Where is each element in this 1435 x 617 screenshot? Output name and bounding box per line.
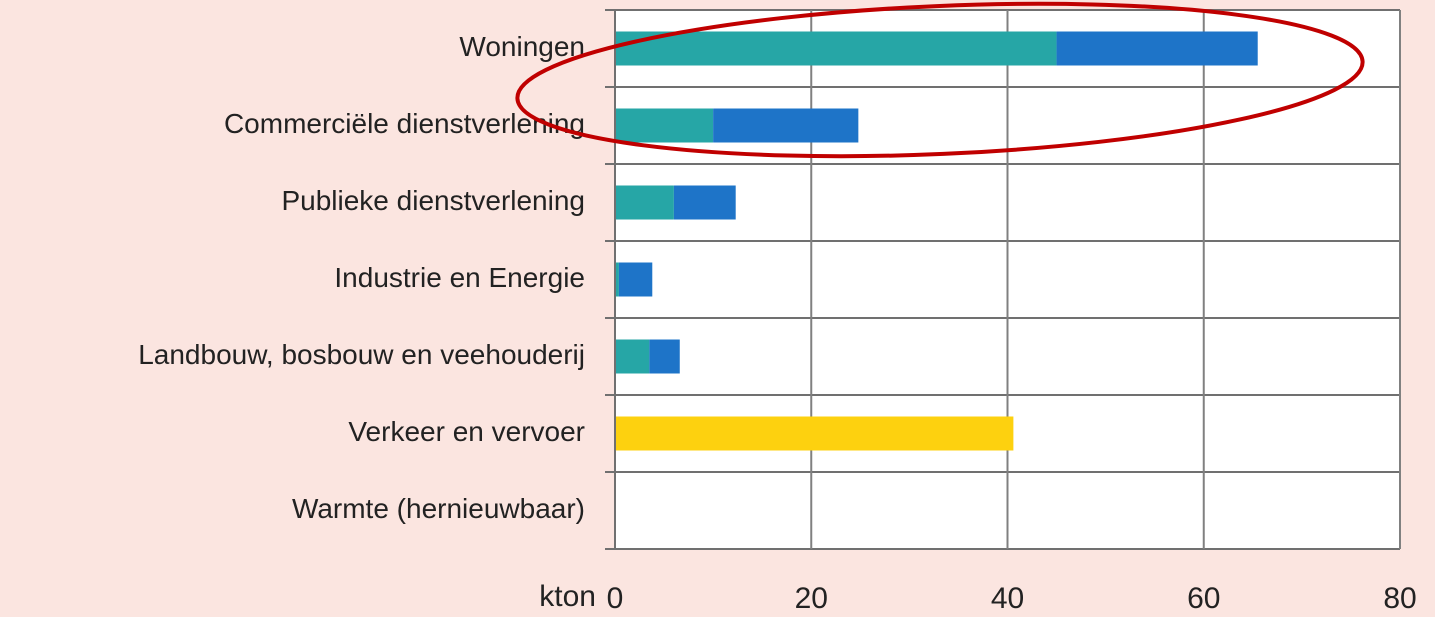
bar-segment xyxy=(673,185,736,220)
bar-segment xyxy=(1056,31,1258,66)
y-tick-label: Verkeer en vervoer xyxy=(348,416,585,447)
bar-segment xyxy=(649,339,680,374)
y-tick-label: Warmte (hernieuwbaar) xyxy=(292,493,585,524)
highlight-ellipse xyxy=(515,1,1365,159)
x-tick-label: 0 xyxy=(607,582,624,615)
bar-segment xyxy=(615,185,674,220)
bar-segment xyxy=(615,339,650,374)
bar-segment xyxy=(615,416,1014,451)
bar-segment xyxy=(713,108,859,143)
y-tick-label: Woningen xyxy=(459,31,585,62)
x-tick-label: 60 xyxy=(1187,582,1220,615)
x-tick-label: 20 xyxy=(795,582,828,615)
x-tick-label: 80 xyxy=(1383,582,1416,615)
y-tick-label: Landbouw, bosbouw en veehouderij xyxy=(138,339,585,370)
y-tick-label: Industrie en Energie xyxy=(334,262,585,293)
y-tick-label: Publieke dienstverlening xyxy=(281,185,585,216)
bar-segment xyxy=(615,262,619,297)
bar-segment xyxy=(618,262,653,297)
x-tick-label: 40 xyxy=(991,582,1024,615)
y-tick-label: Commerciële dienstverlening xyxy=(224,108,585,139)
x-axis-label: kton xyxy=(539,580,596,613)
bar-segment xyxy=(615,31,1057,66)
bar-segment xyxy=(615,108,714,143)
